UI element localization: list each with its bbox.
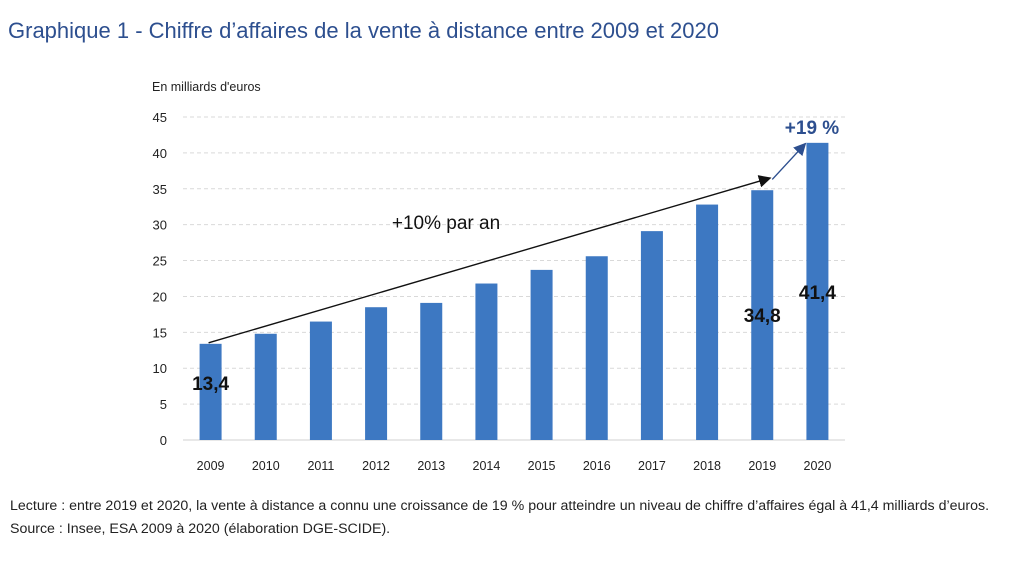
bar-2010 <box>254 333 277 440</box>
y-tick-label: 45 <box>153 110 167 125</box>
x-tick-label: 2016 <box>583 459 611 473</box>
y-tick-label: 10 <box>153 361 167 376</box>
y-tick-label: 15 <box>153 325 167 340</box>
bar-2020 <box>806 142 829 440</box>
source-note: Source : Insee, ESA 2009 à 2020 (élabora… <box>10 521 391 537</box>
x-tick-label: 2011 <box>307 459 334 473</box>
y-tick-label: 35 <box>153 182 167 197</box>
x-tick-label: 2012 <box>362 459 390 473</box>
gridlines <box>183 116 845 441</box>
y-tick-label: 5 <box>160 397 167 412</box>
data-label-2009: 13,4 <box>192 374 229 395</box>
bar-chart: En milliards d'euros 051015202530354045 … <box>152 80 845 473</box>
bar-2011 <box>309 321 332 440</box>
y-tick-label: 30 <box>153 218 167 233</box>
bar-2012 <box>365 307 388 440</box>
y-tick-label: 25 <box>153 254 167 269</box>
x-tick-label: 2018 <box>693 459 721 473</box>
bar-2019 <box>751 190 774 440</box>
trend-arrow <box>208 175 772 344</box>
bars <box>199 142 829 440</box>
x-tick-label: 2013 <box>417 459 445 473</box>
x-tick-label: 2015 <box>528 459 556 473</box>
data-label-2019: 34,8 <box>744 306 781 327</box>
growth-label: +19 % <box>785 118 840 139</box>
annotations: 13,4 34,8 41,4 +10% par an +19 % <box>192 118 839 395</box>
x-tick-label: 2009 <box>197 459 225 473</box>
bar-2014 <box>475 283 498 440</box>
bar-2013 <box>420 302 443 440</box>
x-axis-ticks: 2009 2010 2011 2012 2013 2014 2015 2016 2017 2018… <box>197 459 832 473</box>
x-tick-label: 2019 <box>748 459 776 473</box>
growth-arrow <box>771 142 807 180</box>
trend-label: +10% par an <box>392 213 500 234</box>
bar-2017 <box>640 231 663 440</box>
bar-2016 <box>585 256 608 440</box>
y-axis-unit-label: En milliards d'euros <box>152 80 261 94</box>
page-title: Graphique 1 - Chiffre d’affaires de la v… <box>8 18 719 43</box>
y-tick-label: 40 <box>153 146 167 161</box>
bar-2009 <box>199 343 222 440</box>
x-tick-label: 2014 <box>473 459 501 473</box>
x-tick-label: 2010 <box>252 459 280 473</box>
x-tick-label: 2020 <box>804 459 832 473</box>
x-tick-label: 2017 <box>638 459 666 473</box>
data-label-2020: 41,4 <box>799 283 836 304</box>
footnote: Lecture : entre 2019 et 2020, la vente à… <box>10 498 1010 538</box>
bar-2015 <box>530 269 553 440</box>
y-tick-label: 0 <box>160 433 167 448</box>
y-tick-label: 20 <box>153 289 167 304</box>
y-axis-ticks: 0 5 10 15 20 25 30 35 40 45 <box>153 110 167 448</box>
bar-2018 <box>696 204 719 440</box>
reading-note: Lecture : entre 2019 et 2020, la vente à… <box>10 498 990 514</box>
